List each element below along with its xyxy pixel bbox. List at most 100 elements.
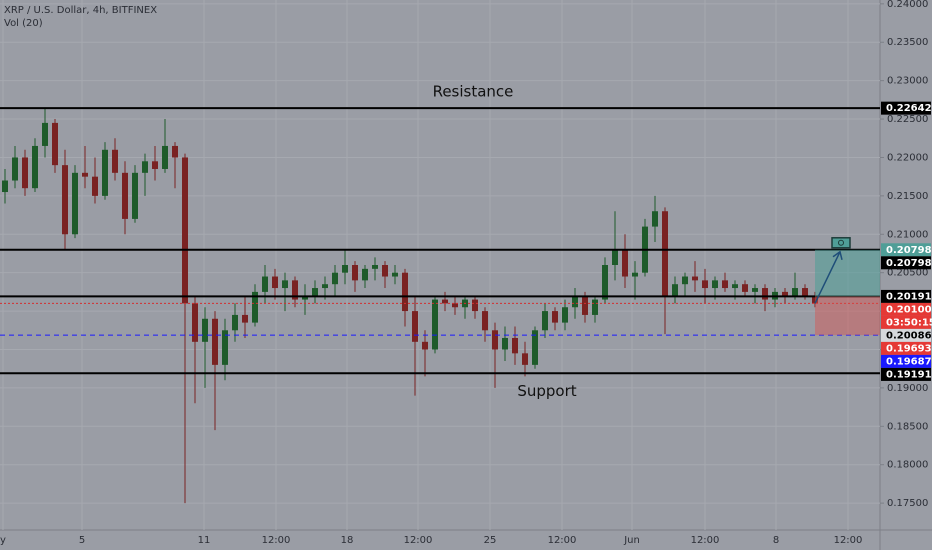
x-tick-label: 18	[341, 535, 354, 546]
price-label-box	[881, 328, 931, 342]
y-tick-label: 0.17500	[887, 498, 928, 509]
candle-body	[272, 276, 278, 289]
candle-body	[52, 122, 58, 166]
x-tick-label: 12:00	[262, 535, 291, 546]
candle-body	[782, 291, 788, 296]
x-tick-label: Jun	[623, 535, 640, 546]
candle-body	[112, 149, 118, 173]
x-tick-label: 8	[773, 535, 779, 546]
candle-body	[162, 145, 168, 169]
candle-body	[72, 172, 78, 235]
candle-body	[282, 280, 288, 289]
price-label: 0.20798	[886, 245, 932, 256]
candle-body	[502, 337, 508, 350]
stop-zone	[815, 296, 880, 336]
price-label: 0.20086	[886, 330, 932, 341]
price-label-box	[881, 302, 931, 316]
candle-body	[132, 172, 138, 219]
candle-body	[472, 299, 478, 312]
candle-body	[192, 303, 198, 342]
candle-body	[732, 284, 738, 289]
y-tick-label: 0.24000	[887, 0, 928, 10]
y-tick-label: 0.18000	[887, 460, 928, 471]
candle-body	[262, 276, 268, 292]
candle-body	[652, 211, 658, 227]
candle-body	[252, 291, 258, 323]
price-label: 0.19687	[886, 356, 932, 367]
price-label: 0.20100	[886, 304, 932, 315]
x-tick-label: 5	[79, 535, 85, 546]
candle-body	[172, 145, 178, 158]
candle-body	[222, 330, 228, 365]
x-tick-label: 11	[198, 535, 211, 546]
candle-body	[552, 311, 558, 323]
candle-body	[342, 265, 348, 273]
candle-body	[482, 311, 488, 331]
candle-body	[712, 280, 718, 289]
y-tick-label: 0.22500	[887, 114, 928, 125]
candle-body	[312, 288, 318, 296]
price-label-box	[881, 289, 931, 303]
candle-body	[212, 318, 218, 365]
price-label-box	[881, 354, 931, 368]
candle-body	[82, 172, 88, 177]
price-label: 0.22642	[886, 103, 932, 114]
candle-body	[702, 280, 708, 289]
candle-body	[102, 149, 108, 196]
candle-body	[442, 299, 448, 304]
candle-body	[522, 353, 528, 365]
candle-body	[722, 280, 728, 289]
marks: Resistance Support	[0, 83, 880, 504]
annotation: Resistance	[433, 83, 514, 101]
price-label-box	[881, 341, 931, 355]
candle-body	[692, 276, 698, 281]
candle-body	[92, 176, 98, 196]
candle-body	[122, 172, 128, 219]
position-icon	[831, 237, 851, 249]
candle-body	[432, 299, 438, 350]
y-tick-label: 0.22000	[887, 152, 928, 163]
candle-body	[412, 311, 418, 342]
candle-body	[42, 122, 48, 146]
candle-body	[322, 284, 328, 289]
price-label: 0.19191	[886, 369, 932, 380]
candle-body	[392, 272, 398, 277]
annotation: Support	[517, 382, 576, 400]
price-label: 03:50:15	[886, 317, 932, 328]
x-tick-label: 25	[484, 535, 497, 546]
candle-body	[232, 314, 238, 331]
candle-body	[62, 165, 68, 235]
candle-body	[22, 157, 28, 189]
y-tick-label: 0.20500	[887, 268, 928, 279]
candle-body	[32, 145, 38, 189]
candle-body	[662, 211, 668, 296]
chart-subtitle: Vol (20)	[4, 18, 43, 29]
candle-body	[2, 180, 8, 193]
candle-body	[812, 295, 818, 304]
y-tick-label: 0.23000	[887, 76, 928, 87]
candle-body	[752, 288, 758, 292]
price-label-box	[881, 367, 931, 381]
candle-body	[682, 276, 688, 285]
x-tick-label: 12:00	[834, 535, 863, 546]
price-label: 0.20798	[886, 258, 932, 269]
candle-body	[612, 249, 618, 265]
candle-body	[742, 284, 748, 292]
candle-body	[542, 311, 548, 331]
x-tick-label: 12:00	[404, 535, 433, 546]
candle-body	[492, 330, 498, 350]
y-tick-label: 0.19000	[887, 383, 928, 394]
price-label: 0.19693	[886, 343, 932, 354]
candle-body	[142, 161, 148, 173]
candle-body	[792, 288, 798, 296]
price-label-box	[881, 101, 931, 115]
candle-body	[382, 265, 388, 277]
y-tick-label: 0.21000	[887, 229, 928, 240]
x-tick-label: 12:00	[691, 535, 720, 546]
candle-body	[762, 288, 768, 300]
price-label-box	[881, 315, 931, 329]
price-label: 0.20191	[886, 291, 932, 302]
candle-body	[592, 299, 598, 315]
